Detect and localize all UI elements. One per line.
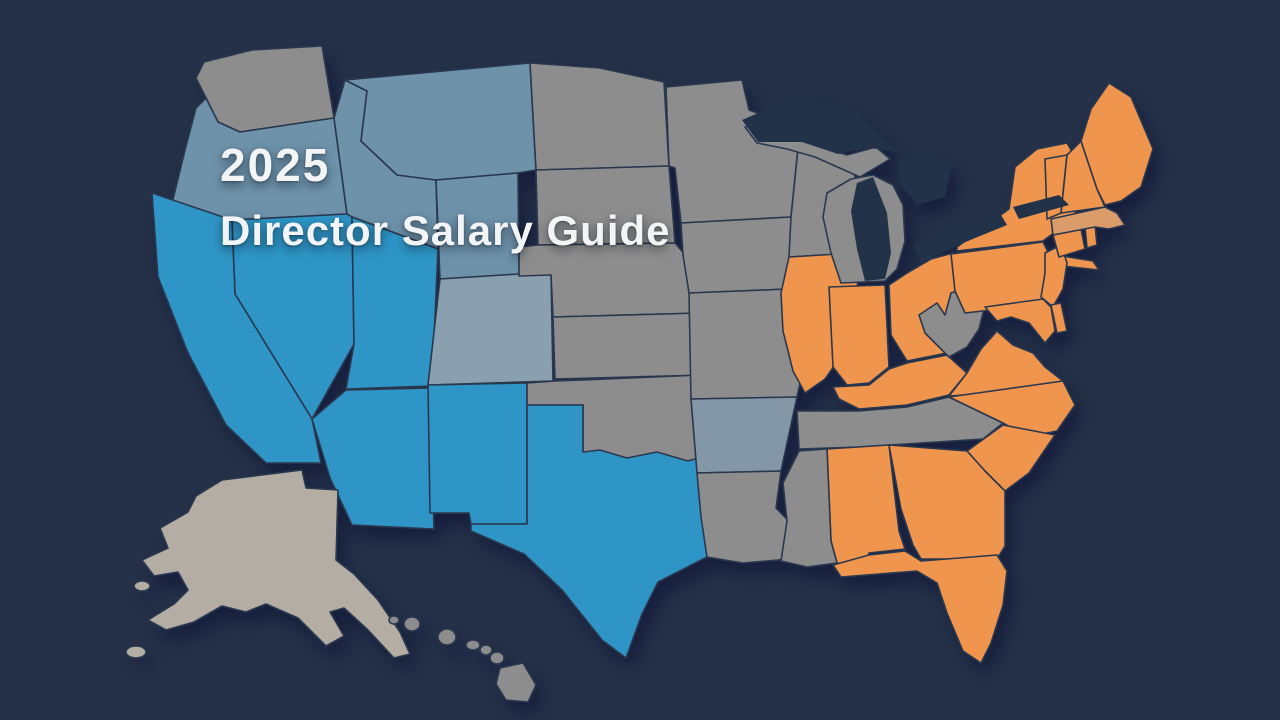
- state-mississippi: [780, 448, 838, 568]
- state-north-carolina: [948, 380, 1076, 438]
- state-alaska-island: [125, 645, 147, 659]
- lake-michigan: [851, 177, 891, 281]
- state-minnesota: [665, 79, 801, 224]
- state-alaska: [141, 469, 411, 659]
- state-maine: [1080, 82, 1154, 206]
- lake-erie: [913, 215, 1007, 263]
- state-florida: [832, 550, 1008, 664]
- state-hawaii-big-island: [495, 662, 537, 703]
- state-maryland: [984, 298, 1056, 344]
- map-states: [125, 45, 1154, 703]
- state-hawaii-island: [489, 651, 505, 665]
- title-year: 2025: [220, 139, 331, 191]
- state-new-mexico: [427, 382, 528, 525]
- state-tennessee: [796, 396, 1004, 450]
- state-massachusetts: [1050, 206, 1126, 236]
- state-hawaii-island: [437, 628, 457, 646]
- state-georgia: [888, 444, 1006, 560]
- title-subtitle: Director Salary Guide: [220, 207, 671, 254]
- state-arkansas: [690, 396, 798, 474]
- state-north-dakota: [529, 62, 670, 171]
- state-hawaii-island: [465, 639, 481, 651]
- state-iowa: [680, 216, 800, 294]
- state-indiana: [828, 284, 890, 386]
- state-colorado: [427, 272, 554, 386]
- state-hawaii-island: [403, 616, 421, 632]
- state-kansas: [552, 312, 706, 380]
- state-delaware: [1050, 302, 1068, 334]
- state-utah: [345, 216, 439, 390]
- lake-superior: [742, 96, 898, 154]
- title-block: 2025 Director Salary Guide: [220, 142, 671, 252]
- lake-ontario: [1013, 195, 1069, 219]
- state-texas: [470, 404, 710, 659]
- state-arizona: [311, 387, 435, 530]
- state-alaska-island: [133, 580, 151, 592]
- state-hawaii-island: [479, 644, 493, 656]
- state-california: [151, 192, 322, 464]
- state-hawaii-island: [388, 615, 400, 625]
- lake-huron: [897, 151, 953, 205]
